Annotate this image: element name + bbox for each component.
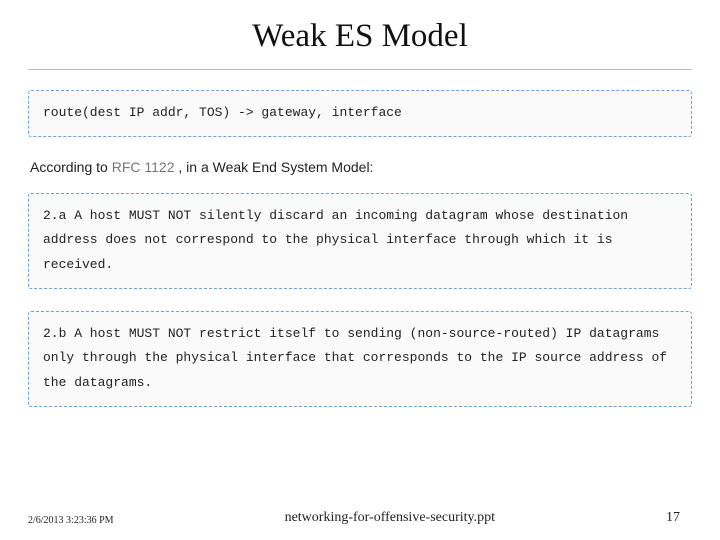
title-rule xyxy=(28,69,692,70)
intro-suffix: , in a Weak End System Model: xyxy=(175,159,374,175)
code-text-route: route(dest IP addr, TOS) -> gateway, int… xyxy=(43,105,402,120)
intro-prefix: According to xyxy=(30,159,112,175)
code-text-2a: 2.a A host MUST NOT silently discard an … xyxy=(43,208,628,272)
footer-page: 17 xyxy=(666,510,680,526)
code-box-2b: 2.b A host MUST NOT restrict itself to s… xyxy=(28,311,692,407)
slide-title: Weak ES Model xyxy=(28,18,692,55)
slide: Weak ES Model route(dest IP addr, TOS) -… xyxy=(0,0,720,540)
footer-filename: networking-for-offensive-security.ppt xyxy=(114,510,666,526)
footer-timestamp: 2/6/2013 3:23:36 PM xyxy=(28,515,114,526)
footer: 2/6/2013 3:23:36 PM networking-for-offen… xyxy=(0,510,720,526)
code-box-2a: 2.a A host MUST NOT silently discard an … xyxy=(28,193,692,289)
intro-line: According to RFC 1122 , in a Weak End Sy… xyxy=(30,159,692,175)
code-text-2b: 2.b A host MUST NOT restrict itself to s… xyxy=(43,326,667,390)
code-box-route: route(dest IP addr, TOS) -> gateway, int… xyxy=(28,90,692,137)
rfc-ref: RFC 1122 xyxy=(112,159,175,175)
